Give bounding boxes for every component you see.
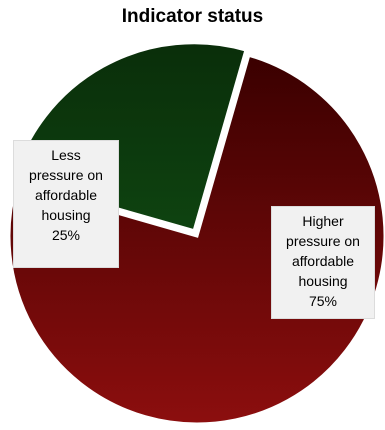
chart-title: Indicator status bbox=[121, 6, 264, 27]
slice-label-line: housing bbox=[41, 207, 91, 223]
slice-value-label: 75% bbox=[308, 293, 338, 309]
slice-value-label: 25% bbox=[51, 227, 81, 243]
slice-label-line: pressure on bbox=[29, 167, 103, 183]
slice-label-less-pressure: Less pressure on affordable housing 25% bbox=[13, 140, 119, 268]
slice-label-line: affordable bbox=[34, 187, 97, 203]
slice-label-line: pressure on bbox=[286, 233, 360, 249]
slice-label-line: Less bbox=[51, 147, 81, 163]
slice-label-line: housing bbox=[298, 273, 348, 289]
slice-label-line: affordable bbox=[291, 253, 354, 269]
pie-slice-higher-pressure bbox=[7, 53, 385, 426]
slice-label-line: Higher bbox=[302, 213, 344, 229]
slice-label-higher-pressure: Higher pressure on affordable housing 75… bbox=[271, 206, 375, 319]
